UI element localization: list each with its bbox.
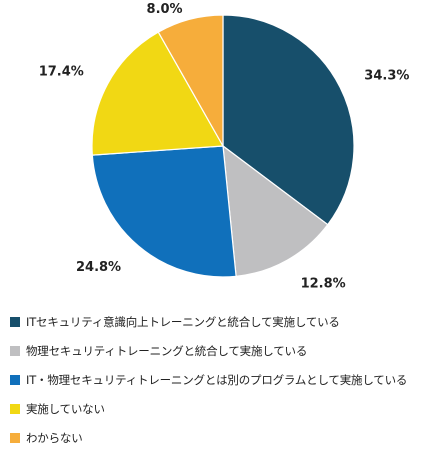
legend-item: IT・物理セキュリティトレーニングとは別のプログラムとして実施している [10, 372, 445, 387]
pie-labels: 34.3% 12.8% 24.8% 17.4% 8.0% [39, 2, 410, 292]
legend-swatch [10, 432, 20, 443]
slice-value-label: 8.0% [147, 2, 183, 17]
slice-value-label: 24.8% [76, 260, 121, 275]
legend-label: 物理セキュリティトレーニングと統合して実施している [26, 343, 308, 358]
legend-swatch [10, 316, 20, 327]
slice-value-label: 34.3% [364, 68, 409, 83]
legend-swatch [10, 345, 20, 356]
pie-slice [91, 145, 237, 278]
legend-item: わからない [10, 430, 445, 445]
pie-slice [91, 31, 224, 156]
legend-label: わからない [26, 430, 83, 445]
pie-slices [91, 14, 355, 278]
legend-label: 実施していない [26, 401, 105, 416]
pie-chart: 34.3% 12.8% 24.8% 17.4% 8.0% [39, 2, 410, 292]
legend-item: 実施していない [10, 401, 445, 416]
legend-swatch [10, 374, 20, 385]
pie-slice [222, 14, 355, 226]
legend-label: ITセキュリティ意識向上トレーニングと統合して実施している [26, 314, 340, 329]
slice-value-label: 17.4% [39, 64, 84, 79]
pie-slice [222, 144, 329, 277]
pie-slice [157, 14, 224, 149]
legend-label: IT・物理セキュリティトレーニングとは別のプログラムとして実施している [26, 372, 408, 387]
legend-swatch [10, 403, 20, 414]
legend-item: ITセキュリティ意識向上トレーニングと統合して実施している [10, 314, 445, 329]
legend: ITセキュリティ意識向上トレーニングと統合して実施している 物理セキュリティトレ… [10, 314, 445, 459]
slice-value-label: 12.8% [301, 277, 346, 292]
legend-item: 物理セキュリティトレーニングと統合して実施している [10, 343, 445, 358]
